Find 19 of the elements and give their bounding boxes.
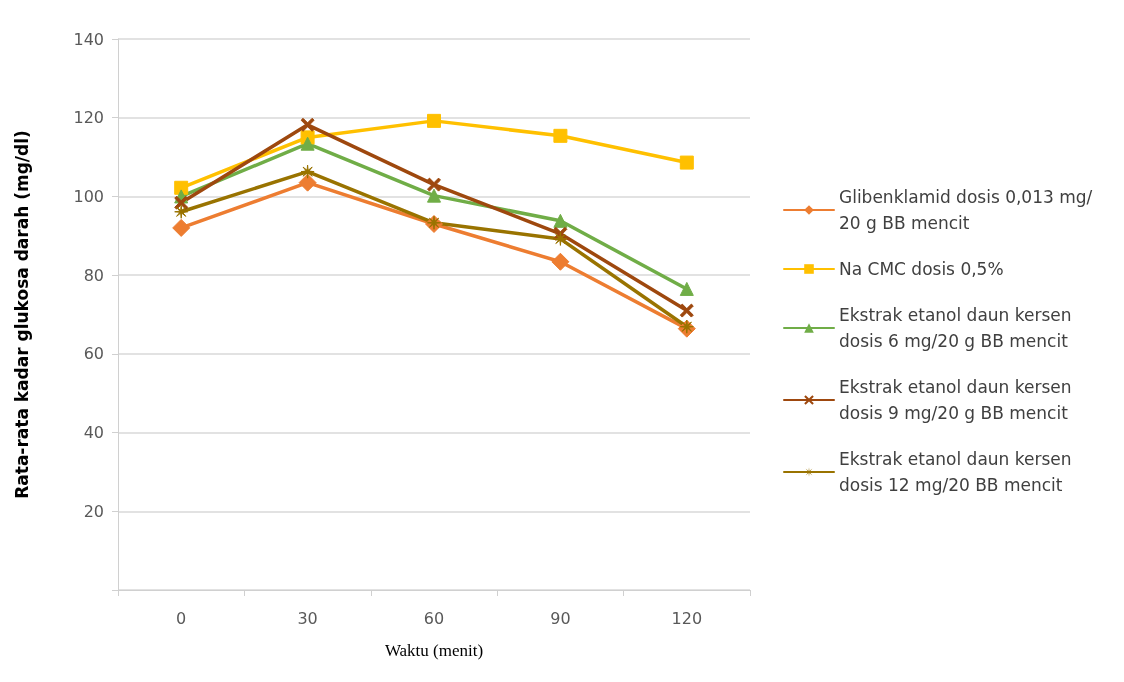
x-tick-label: 0 — [176, 608, 187, 628]
y-tick-label: 140 — [73, 29, 104, 49]
legend-label: Na CMC dosis 0,5% — [839, 259, 1004, 279]
legend-label: Glibenklamid dosis 0,013 mg/20 g BB mencit — [839, 187, 1093, 233]
y-tick-label: 20 — [83, 501, 104, 521]
y-tick-label: 80 — [83, 265, 104, 285]
legend-label: Ekstrak etanol daun kersen dosis 12 mg/20 BB mencit — [839, 449, 1077, 495]
x-tick-label: 30 — [297, 608, 318, 628]
x-tick-label: 90 — [550, 608, 571, 628]
y-axis-title: Rata-rata kadar glukosa darah (mg/dl) — [11, 130, 32, 499]
y-tick-label: 60 — [83, 344, 104, 364]
x-axis-title: Waktu (menit) — [384, 641, 484, 660]
x-tick-label: 120 — [671, 608, 703, 628]
y-tick-label: 120 — [73, 108, 104, 128]
y-tick-label: 100 — [73, 186, 104, 206]
legend-label: Ekstrak etanol daun kersen dosis 9 mg/20 g BB mencit — [839, 377, 1077, 423]
x-tick-label: 60 — [423, 608, 445, 628]
y-tick-label: 40 — [83, 423, 104, 443]
legend-label: Ekstrak etanol daun kersen dosis 6 mg/20 g BB mencit — [839, 305, 1077, 351]
